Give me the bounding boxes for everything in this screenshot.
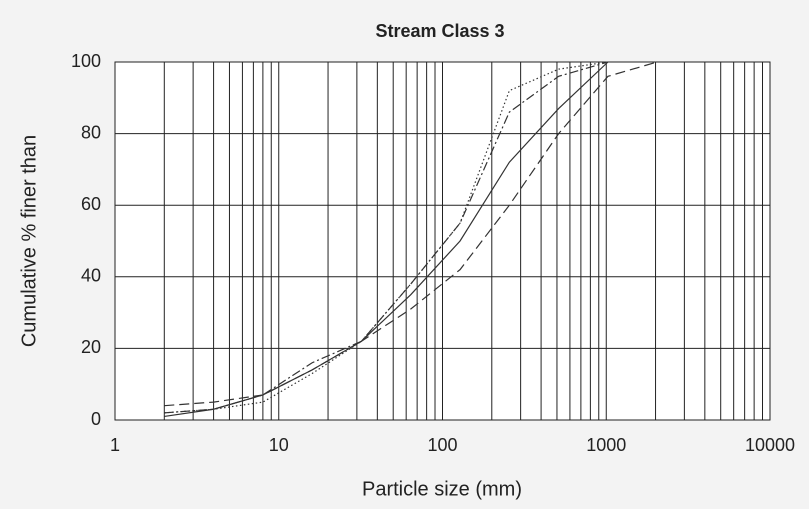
y-axis-label: Cumulative % finer than [18,135,40,347]
x-tick-label: 1000 [586,435,626,455]
y-tick-label: 100 [71,51,101,71]
series-line [164,61,658,407]
y-tick-label: 60 [81,194,101,214]
x-tick-label: 10000 [745,435,795,455]
x-tick-label: 100 [427,435,457,455]
y-tick-label: 80 [81,122,101,142]
x-tick-label: 10 [269,435,289,455]
x-tick-label: 1 [110,435,120,455]
y-tick-label: 0 [91,409,101,429]
y-tick-label: 40 [81,266,101,286]
chart-title: Stream Class 3 [375,21,504,41]
y-tick-label: 20 [81,337,101,357]
x-axis-label: Particle size (mm) [362,478,522,500]
plot-border [114,61,771,421]
series-line [164,61,609,414]
